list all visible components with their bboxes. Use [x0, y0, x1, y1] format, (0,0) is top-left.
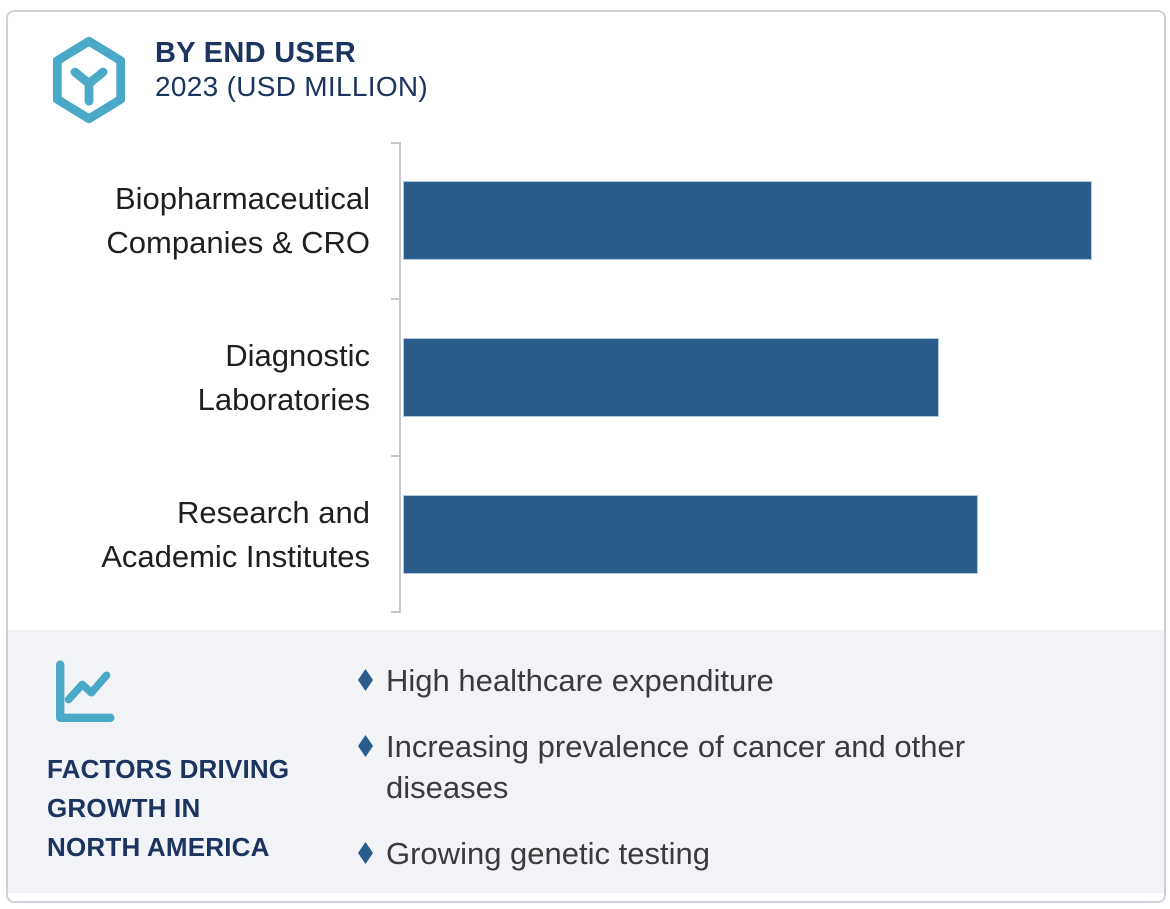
- factors-panel: FACTORS DRIVING GROWTH IN NORTH AMERICA …: [8, 630, 1164, 893]
- axis-tick: [391, 611, 400, 613]
- axis-tick: [391, 142, 400, 144]
- chart-row: Diagnostic Laboratories: [8, 299, 1156, 456]
- axis-tick: [391, 455, 400, 457]
- diamond-bullet-icon: [358, 669, 373, 691]
- diamond-bullet-icon: [358, 842, 373, 864]
- diamond-bullet-icon: [358, 735, 373, 757]
- bar: [403, 181, 1092, 260]
- bar: [403, 495, 978, 574]
- factor-text: Increasing prevalence of cancer and othe…: [386, 729, 966, 805]
- chart-row: Research and Academic Institutes: [8, 456, 1156, 613]
- bar-track: [403, 338, 1156, 417]
- factors-title: FACTORS DRIVING GROWTH IN NORTH AMERICA: [47, 754, 290, 862]
- factor-text: High healthcare expenditure: [386, 663, 774, 698]
- factor-list: High healthcare expenditure Increasing pr…: [358, 660, 965, 874]
- category-label: Diagnostic Laboratories: [197, 337, 370, 417]
- category-label: Biopharmaceutical Companies & CRO: [106, 180, 370, 260]
- bar-track: [403, 181, 1156, 260]
- category-axis-line: [399, 142, 401, 613]
- factor-item: Increasing prevalence of cancer and othe…: [358, 726, 965, 808]
- chart-row: Biopharmaceutical Companies & CRO: [8, 142, 1156, 299]
- factor-item: High healthcare expenditure: [358, 660, 965, 701]
- chart-subtitle: 2023 (USD MILLION): [155, 71, 429, 102]
- factor-text: Growing genetic testing: [386, 836, 710, 871]
- bar: [403, 338, 940, 417]
- category-label: Research and Academic Institutes: [101, 494, 370, 574]
- chart-rows: Biopharmaceutical Companies & CRO Diagnos…: [8, 142, 1156, 613]
- chart-title: BY END USER: [155, 37, 356, 69]
- axis-tick: [391, 298, 400, 300]
- line-chart-icon: [45, 653, 121, 731]
- factor-item: Growing genetic testing: [358, 833, 965, 874]
- bar-track: [403, 495, 1156, 574]
- bar-chart: Biopharmaceutical Companies & CRO Diagnos…: [8, 142, 1156, 613]
- hexagon-molecule-icon: [45, 33, 133, 127]
- header-titles: BY END USER 2023 (USD MILLION): [155, 37, 428, 104]
- infographic-card: BY END USER 2023 (USD MILLION) Biopharma…: [6, 10, 1166, 903]
